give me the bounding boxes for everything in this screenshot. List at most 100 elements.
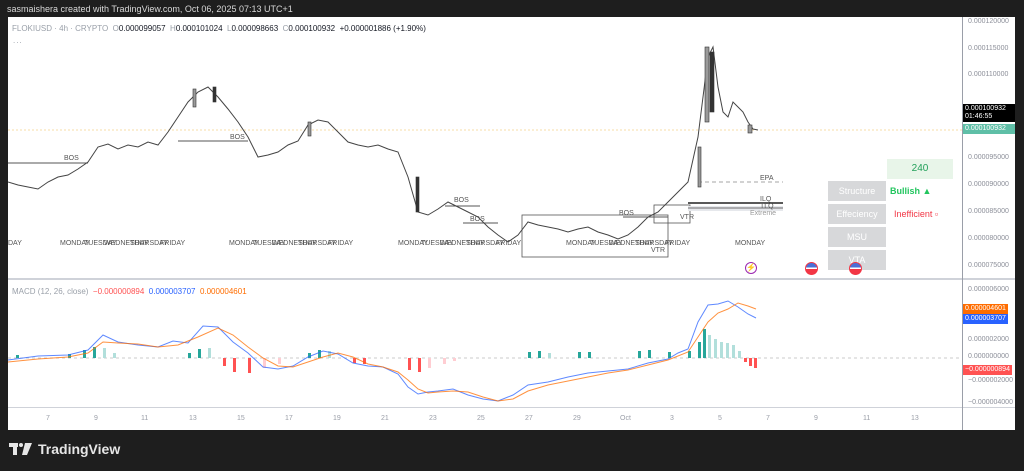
day-label: MONDAY: [229, 240, 260, 247]
day-label: WEDNESDAY: [440, 240, 485, 247]
time-axis-label: 27: [525, 415, 533, 422]
vta-label: VTA: [828, 250, 886, 270]
msu-label: MSU: [828, 227, 886, 247]
day-label: DAY: [8, 240, 22, 247]
time-axis-label: 7: [766, 415, 770, 422]
day-label: TUESDAY: [253, 240, 286, 247]
time-axis-label: 23: [429, 415, 437, 422]
change-value: +0.000001886 (+1.90%): [339, 24, 426, 33]
macd-axis-label: 0.000002000: [968, 336, 1009, 343]
price-axis-border: [962, 17, 963, 430]
extreme-label: Extreme: [750, 210, 777, 217]
price-axis-label: 0.000110000: [968, 71, 1009, 78]
macd-axis-label: −0.000004000: [968, 399, 1013, 406]
time-axis-label: 11: [141, 415, 149, 422]
bos-label: BOS: [470, 216, 485, 223]
timeframe-cell: 240: [887, 159, 953, 179]
time-axis-label: 15: [237, 415, 245, 422]
tradingview-logo-icon: [9, 443, 32, 455]
time-axis-label: 13: [189, 415, 197, 422]
efficiency-label: Effeciency: [828, 204, 886, 224]
macd-axis-label: 0.000000000: [968, 353, 1009, 360]
price-axis-label: 0.000075000: [968, 262, 1009, 269]
day-label: MONDAY: [60, 240, 91, 247]
close-value: 0.000100932: [288, 24, 336, 33]
structure-label: Structure: [828, 181, 886, 201]
more-indicators-button[interactable]: ...: [13, 36, 23, 45]
day-label: TUESDAY: [590, 240, 623, 247]
day-label: THURSDAY: [298, 240, 336, 247]
time-axis-label: 5: [718, 415, 722, 422]
time-axis-label: 11: [863, 415, 871, 422]
macd-tag: 0.000003707: [963, 314, 1008, 324]
price-axis-label: 0.000090000: [968, 181, 1009, 188]
bos-label: BOS: [64, 155, 79, 162]
day-label: MONDAY: [735, 240, 766, 247]
us-flag-event-icon[interactable]: [849, 262, 862, 275]
time-axis-label: 13: [911, 415, 919, 422]
last-price-tag: 0.000100932 01:46:55: [963, 104, 1015, 122]
macd-signal-value: 0.000004601: [199, 287, 247, 296]
epa-label: EPA: [760, 175, 774, 182]
signal-tag: 0.000004601: [963, 304, 1008, 314]
day-label: TUESDAY: [84, 240, 117, 247]
time-axis-label: Oct: [620, 415, 631, 422]
efficiency-value: Inefficient ▫: [894, 209, 939, 219]
bos-label: BOS: [619, 210, 634, 217]
open-value: 0.000099057: [118, 24, 166, 33]
day-label: FRIDAY: [160, 240, 186, 247]
time-axis-label: 29: [573, 415, 581, 422]
day-label: MONDAY: [566, 240, 597, 247]
day-label: TUESDAY: [421, 240, 454, 247]
day-label: MONDAY: [398, 240, 429, 247]
time-axis-label: 25: [477, 415, 485, 422]
day-label: WEDNESDAY: [609, 240, 654, 247]
ohlc-legend: FLOKIUSD · 4h · CRYPTO O0.000099057 H0.0…: [12, 24, 426, 33]
low-value: 0.000098663: [231, 24, 279, 33]
day-label: WEDNESDAY: [272, 240, 317, 247]
tradingview-logo[interactable]: TradingView: [9, 441, 120, 457]
symbol-label[interactable]: FLOKIUSD · 4h · CRYPTO: [12, 24, 109, 33]
price-axis-label: 0.000120000: [968, 18, 1009, 25]
price-axis-label: 0.000095000: [968, 154, 1009, 161]
lightning-event-icon[interactable]: ⚡: [745, 262, 757, 274]
ilq-label: ILQ: [760, 196, 772, 203]
structure-value: Bullish ▲: [890, 186, 932, 196]
day-label: THURSDAY: [635, 240, 673, 247]
time-axis-label: 7: [46, 415, 50, 422]
day-label: THURSDAY: [130, 240, 168, 247]
time-axis-label: 9: [94, 415, 98, 422]
us-flag-event-icon[interactable]: [805, 262, 818, 275]
price-axis-label: 0.000080000: [968, 235, 1009, 242]
chart-area[interactable]: FLOKIUSD · 4h · CRYPTO O0.000099057 H0.0…: [8, 17, 1015, 430]
time-axis-divider: [8, 407, 1015, 408]
macd-line-value: 0.000003707: [148, 287, 196, 296]
brand-name: TradingView: [38, 441, 121, 457]
price-axis-label: 0.000115000: [968, 45, 1009, 52]
time-axis-label: 19: [333, 415, 341, 422]
day-label: THURSDAY: [466, 240, 504, 247]
vtr-label: VTR: [651, 247, 665, 254]
pane-divider[interactable]: [8, 278, 1015, 280]
day-label: FRIDAY: [328, 240, 354, 247]
day-label: FRIDAY: [665, 240, 691, 247]
macd-title[interactable]: MACD (12, 26, close): [12, 287, 89, 296]
high-value: 0.000101024: [175, 24, 223, 33]
price-axis-label: 0.000085000: [968, 208, 1009, 215]
author-credit: sasmaishera created with TradingView.com…: [7, 4, 293, 14]
time-axis-label: 21: [381, 415, 389, 422]
day-label: FRIDAY: [496, 240, 522, 247]
time-axis-label: 3: [670, 415, 674, 422]
histogram-tag: −0.000000894: [963, 365, 1012, 375]
bos-label: BOS: [454, 197, 469, 204]
vtr-label: VTR: [680, 214, 694, 221]
price-and-macd-plot: [8, 45, 962, 402]
day-label: WEDNESDAY: [104, 240, 149, 247]
bar-countdown: 01:46:55: [965, 113, 993, 120]
time-axis-label: 9: [814, 415, 818, 422]
close-price-tag: 0.000100932: [963, 124, 1015, 134]
macd-legend: MACD (12, 26, close) −0.000000894 0.0000…: [12, 287, 247, 296]
macd-histogram-value: −0.000000894: [92, 287, 145, 296]
macd-axis-label: −0.000002000: [968, 377, 1013, 384]
